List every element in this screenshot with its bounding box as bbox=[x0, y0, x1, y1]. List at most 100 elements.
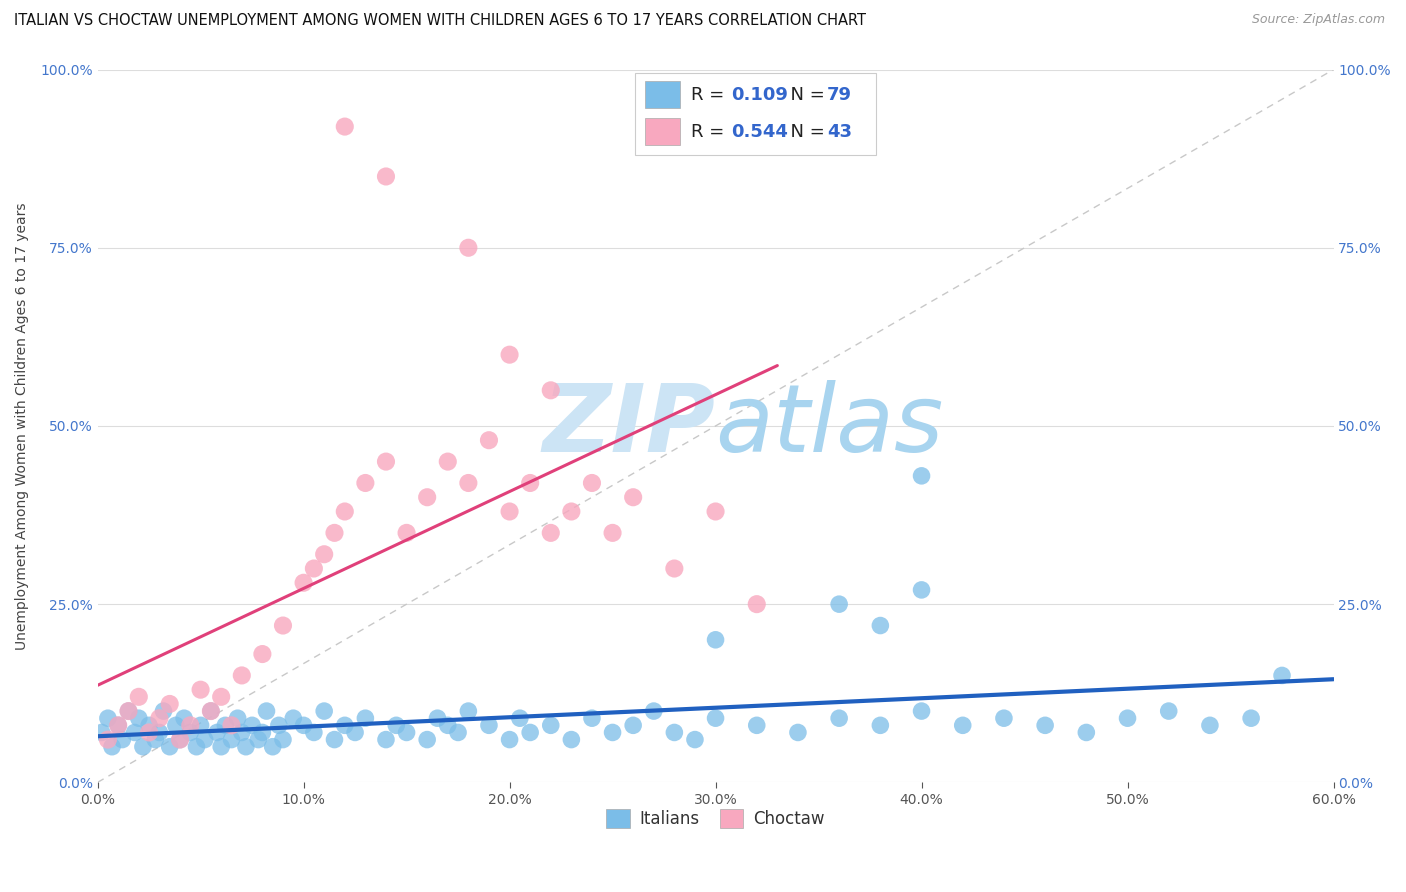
Point bbox=[621, 490, 644, 504]
Text: R =: R = bbox=[690, 122, 730, 141]
Point bbox=[540, 384, 562, 398]
Point bbox=[169, 732, 191, 747]
Point bbox=[138, 725, 160, 739]
Point bbox=[395, 725, 418, 739]
Point bbox=[519, 725, 541, 739]
Text: R =: R = bbox=[690, 86, 730, 103]
Point bbox=[323, 525, 346, 540]
Point bbox=[560, 732, 582, 747]
Point bbox=[200, 704, 222, 718]
Point bbox=[128, 711, 150, 725]
Point bbox=[498, 348, 520, 362]
Point bbox=[509, 711, 531, 725]
Point bbox=[344, 725, 367, 739]
Text: 0.544: 0.544 bbox=[731, 122, 789, 141]
Point bbox=[416, 490, 439, 504]
Point bbox=[107, 718, 129, 732]
Point bbox=[314, 547, 336, 561]
Point bbox=[664, 561, 686, 575]
Point bbox=[205, 725, 228, 739]
Legend: Italians, Choctaw: Italians, Choctaw bbox=[600, 802, 831, 835]
Point bbox=[704, 632, 727, 647]
Point bbox=[159, 697, 181, 711]
Point bbox=[226, 711, 249, 725]
FancyBboxPatch shape bbox=[645, 118, 679, 145]
Point bbox=[117, 704, 139, 718]
Point bbox=[333, 718, 356, 732]
Point bbox=[787, 725, 810, 739]
Point bbox=[910, 704, 932, 718]
Point bbox=[745, 718, 768, 732]
Point bbox=[395, 525, 418, 540]
Point bbox=[186, 739, 208, 754]
Point bbox=[252, 647, 274, 661]
Point bbox=[1199, 718, 1222, 732]
Point bbox=[333, 504, 356, 518]
Point bbox=[426, 711, 449, 725]
Point bbox=[148, 711, 170, 725]
Point bbox=[214, 718, 236, 732]
Point bbox=[314, 704, 336, 718]
Point bbox=[97, 711, 120, 725]
Point bbox=[221, 732, 243, 747]
Point bbox=[252, 725, 274, 739]
Point bbox=[256, 704, 278, 718]
Text: N =: N = bbox=[779, 122, 830, 141]
Point bbox=[621, 718, 644, 732]
Point bbox=[179, 718, 201, 732]
Point bbox=[323, 732, 346, 747]
Point bbox=[221, 718, 243, 732]
Point bbox=[375, 454, 398, 468]
Point bbox=[354, 475, 377, 490]
Point bbox=[1076, 725, 1098, 739]
Text: ZIP: ZIP bbox=[543, 380, 716, 472]
Point bbox=[457, 475, 479, 490]
FancyBboxPatch shape bbox=[636, 73, 876, 155]
Point bbox=[190, 682, 212, 697]
Point bbox=[111, 732, 134, 747]
Point bbox=[375, 169, 398, 184]
Point bbox=[90, 725, 112, 739]
Text: N =: N = bbox=[779, 86, 830, 103]
Point bbox=[643, 704, 665, 718]
Point bbox=[457, 704, 479, 718]
Point bbox=[869, 718, 891, 732]
Y-axis label: Unemployment Among Women with Children Ages 6 to 17 years: Unemployment Among Women with Children A… bbox=[15, 202, 30, 649]
Point bbox=[1116, 711, 1139, 725]
Text: Source: ZipAtlas.com: Source: ZipAtlas.com bbox=[1251, 13, 1385, 27]
Point bbox=[385, 718, 408, 732]
Point bbox=[190, 718, 212, 732]
Point bbox=[375, 732, 398, 747]
Point bbox=[436, 454, 458, 468]
Point bbox=[354, 711, 377, 725]
Point bbox=[540, 718, 562, 732]
Text: 43: 43 bbox=[827, 122, 852, 141]
Point bbox=[107, 718, 129, 732]
Point bbox=[173, 711, 195, 725]
Point bbox=[262, 739, 284, 754]
Text: ITALIAN VS CHOCTAW UNEMPLOYMENT AMONG WOMEN WITH CHILDREN AGES 6 TO 17 YEARS COR: ITALIAN VS CHOCTAW UNEMPLOYMENT AMONG WO… bbox=[14, 13, 866, 29]
Point bbox=[231, 668, 253, 682]
Point bbox=[333, 120, 356, 134]
Point bbox=[704, 504, 727, 518]
Point bbox=[159, 739, 181, 754]
Point bbox=[292, 718, 315, 732]
Point bbox=[540, 525, 562, 540]
Point bbox=[869, 618, 891, 632]
Point bbox=[132, 739, 155, 754]
Text: 0.109: 0.109 bbox=[731, 86, 789, 103]
Point bbox=[292, 575, 315, 590]
Point bbox=[148, 725, 170, 739]
Point bbox=[478, 718, 501, 732]
Point bbox=[1157, 704, 1180, 718]
Point bbox=[828, 711, 851, 725]
Text: 79: 79 bbox=[827, 86, 852, 103]
Point bbox=[910, 468, 932, 483]
Point bbox=[128, 690, 150, 704]
Point bbox=[602, 725, 624, 739]
Point bbox=[124, 725, 146, 739]
Text: atlas: atlas bbox=[716, 381, 943, 472]
Point bbox=[283, 711, 305, 725]
Point bbox=[436, 718, 458, 732]
Point bbox=[498, 504, 520, 518]
